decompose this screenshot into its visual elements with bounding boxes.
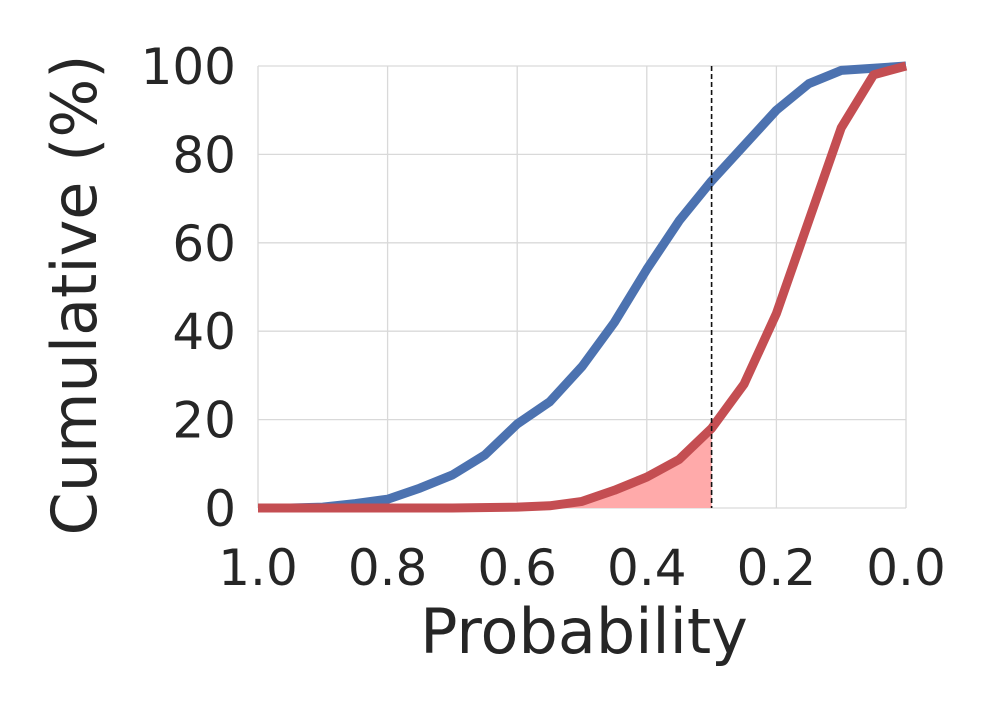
x-axis-title: Probability xyxy=(420,595,748,668)
x-tick-label: 0.8 xyxy=(348,539,428,597)
x-tick-label: 0.6 xyxy=(477,539,557,597)
x-tick-labels: 1.0 0.8 0.6 0.4 0.2 0.0 xyxy=(218,539,946,597)
x-tick-label: 0.4 xyxy=(607,539,687,597)
series-line-2 xyxy=(258,61,908,513)
y-tick-label: 80 xyxy=(172,126,236,184)
x-tick-label: 0.0 xyxy=(866,539,946,597)
x-tick-label: 0.2 xyxy=(737,539,817,597)
shaded-area xyxy=(258,428,712,508)
y-axis-title: Cumulative (%) xyxy=(38,55,111,536)
y-tick-label: 20 xyxy=(172,392,236,450)
y-tick-label: 40 xyxy=(172,303,236,361)
y-tick-labels: 0 20 40 60 80 100 xyxy=(141,38,236,538)
y-tick-label: 60 xyxy=(172,215,236,273)
y-tick-label: 100 xyxy=(141,38,236,96)
shaded-region xyxy=(258,428,712,508)
x-tick-label: 1.0 xyxy=(218,539,298,597)
y-tick-label: 0 xyxy=(204,480,236,538)
series-line-1 xyxy=(258,61,907,513)
series-lines xyxy=(258,61,908,513)
